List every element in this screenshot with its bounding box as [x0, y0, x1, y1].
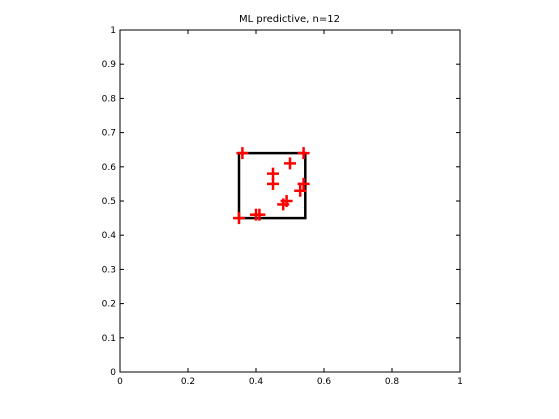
y-tick-label: 0.1 — [102, 334, 116, 344]
y-tick-label: 0.5 — [102, 197, 116, 207]
y-tick-label: 1 — [110, 26, 116, 36]
data-point — [280, 195, 293, 207]
data-point — [233, 212, 245, 225]
data-point — [294, 184, 307, 197]
data-point — [297, 177, 310, 190]
y-tick-label: 0.8 — [102, 94, 117, 104]
data-point — [297, 147, 310, 160]
x-tick-label: 0.6 — [317, 377, 332, 387]
y-tick-label: 0.9 — [102, 60, 117, 70]
data-point — [253, 208, 266, 221]
plot-area: 0 0.2 0.4 0.6 0.8 1 0 0.1 0.2 0.3 0.4 0.5 0.6 0.7 0.8 0… — [102, 26, 463, 387]
x-tick-label: 0.2 — [181, 377, 195, 387]
x-tick-label: 0 — [117, 377, 123, 387]
y-tick-label: 0.3 — [102, 265, 116, 275]
y-tick-label: 0.4 — [102, 231, 117, 241]
chart-title: ML predictive, n=12 — [239, 14, 340, 25]
x-tick-label: 1 — [457, 377, 463, 387]
data-point — [284, 157, 296, 170]
y-tick-label: 0.2 — [102, 300, 116, 310]
data-point — [267, 177, 279, 190]
data-point — [236, 147, 249, 160]
y-tick-label: 0.6 — [102, 163, 117, 173]
data-point — [267, 167, 279, 180]
bounding-box — [237, 151, 307, 220]
x-tick-label: 0.4 — [249, 377, 264, 387]
y-tick-label: 0 — [110, 368, 116, 378]
y-tick-label: 0.7 — [102, 129, 116, 139]
x-tick-label: 0.8 — [385, 377, 400, 387]
